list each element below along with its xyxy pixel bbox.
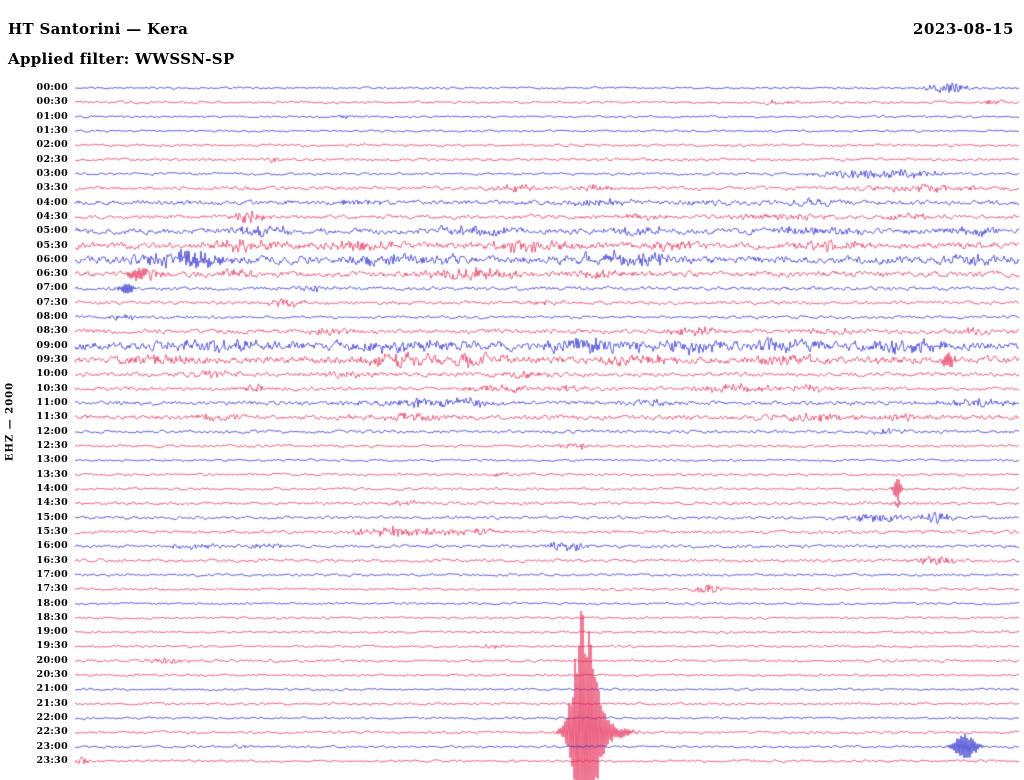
station-title: HT Santorini — Kera bbox=[8, 20, 189, 38]
plot-date: 2023-08-15 bbox=[913, 20, 1014, 38]
channel-axis-label: EHZ — 2000 bbox=[4, 381, 16, 462]
filter-label: Applied filter: WWSSN-SP bbox=[8, 50, 235, 68]
